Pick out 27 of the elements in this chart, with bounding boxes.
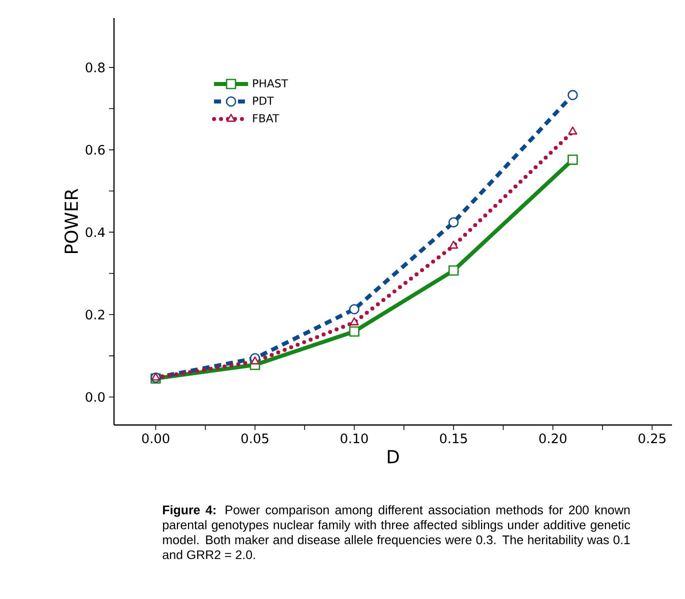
y-axis-title: POWER — [64, 188, 78, 253]
x-tick-label: 0.15 — [440, 434, 467, 444]
text: Figure 4: Power comparison among different association methods for 200 known parental genotypes nuclear family with three affected siblings under additive genetic model. Both maker and disease allele frequencies were 0.3. The heritability was 0.1 and GRR2 = 2.0. — [162, 505, 630, 560]
legend-label: PHAST — [253, 79, 288, 88]
point — [568, 90, 578, 100]
legend-label: PDT — [253, 96, 274, 105]
x-tick-label: 0.00 — [142, 434, 170, 444]
point — [568, 126, 578, 135]
y-tick-label: 0.8 — [86, 62, 105, 72]
point — [449, 240, 458, 249]
y-tick-label: 0.0 — [86, 392, 105, 402]
y-tick-label: 0.6 — [86, 144, 105, 155]
point — [448, 217, 459, 228]
x-tick-label: 0.20 — [539, 434, 566, 444]
x-tick-label: 0.25 — [638, 434, 666, 444]
point — [568, 154, 578, 165]
point — [350, 317, 359, 326]
x-axis-title: D — [388, 450, 399, 464]
y-tick-label: 0.2 — [86, 310, 104, 320]
point — [448, 265, 459, 276]
x-tick-label: 0.05 — [241, 434, 268, 444]
point — [349, 326, 360, 337]
point — [349, 304, 360, 314]
y-tick-label: 0.4 — [86, 227, 105, 238]
legend-label: FBAT — [253, 114, 280, 122]
x-tick-label: 0.10 — [340, 434, 368, 444]
point — [250, 356, 260, 364]
